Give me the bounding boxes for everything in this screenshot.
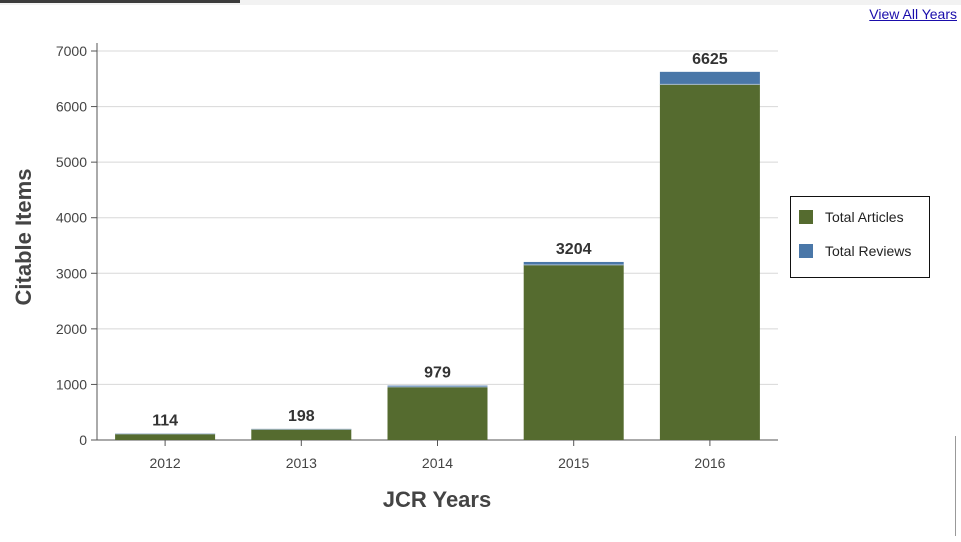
x-tick-label: 2016 (694, 455, 725, 471)
bar-total-label: 979 (424, 365, 451, 382)
top-shade-bar (0, 0, 961, 5)
x-axis-title: JCR Years (383, 487, 491, 512)
x-tick-label: 2015 (558, 455, 589, 471)
bar-articles (115, 433, 216, 440)
y-tick-label: 5000 (56, 154, 87, 170)
legend-label-reviews: Total Reviews (825, 243, 912, 259)
bar-total-label: 198 (288, 408, 315, 425)
right-divider (955, 436, 956, 536)
legend-label-articles: Total Articles (825, 209, 904, 225)
y-axis-title: Citable Items (11, 169, 36, 306)
bar-articles (523, 264, 624, 440)
x-tick-label: 2013 (286, 455, 317, 471)
legend-item-reviews: Total Reviews (799, 243, 911, 259)
legend-swatch-articles (799, 210, 813, 224)
y-tick-label: 0 (79, 432, 87, 448)
legend-swatch-reviews (799, 244, 813, 258)
chart-legend: Total Articles Total Reviews (790, 196, 930, 278)
bar-reviews (659, 71, 760, 85)
y-tick-label: 3000 (56, 265, 87, 281)
top-dark-bar (0, 0, 240, 3)
bar-articles (659, 84, 760, 440)
bar-total-label: 3204 (556, 241, 592, 258)
bar-total-label: 6625 (692, 51, 728, 68)
y-tick-label: 1000 (56, 376, 87, 392)
y-tick-label: 2000 (56, 321, 87, 337)
bar-articles (251, 429, 352, 440)
x-tick-label: 2012 (150, 455, 181, 471)
y-tick-label: 4000 (56, 210, 87, 226)
x-tick-label: 2014 (422, 455, 453, 471)
legend-item-articles: Total Articles (799, 209, 904, 225)
bar-reviews (387, 385, 488, 387)
bar-reviews (523, 261, 624, 265)
bar-total-label: 114 (152, 413, 178, 430)
bar-articles (387, 386, 488, 440)
y-tick-label: 6000 (56, 99, 87, 115)
view-all-years-link[interactable]: View All Years (869, 6, 957, 22)
y-tick-label: 7000 (56, 43, 87, 59)
